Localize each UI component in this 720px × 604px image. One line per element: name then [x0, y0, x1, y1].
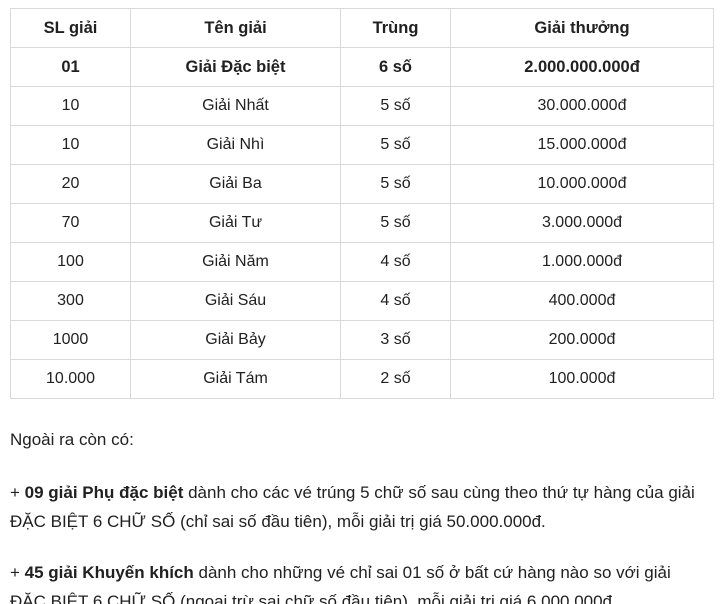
table-cell: 5 số — [340, 125, 451, 165]
table-cell: 3.000.000đ — [450, 203, 714, 243]
table-cell: 100.000đ — [450, 359, 714, 399]
note-prefix: + — [10, 563, 25, 582]
table-cell: 300 — [10, 281, 131, 321]
column-header-match: Trùng — [340, 8, 451, 48]
prize-table: SL giải Tên giải Trùng Giải thưởng 01 Giả… — [10, 8, 714, 399]
table-row: 70 Giải Tư 5 số 3.000.000đ — [10, 203, 714, 243]
notes-section: Ngoài ra còn có: + 09 giải Phụ đặc biệt … — [10, 425, 710, 604]
table-cell: Giải Tám — [130, 359, 341, 399]
table-cell: Giải Nhất — [130, 86, 341, 126]
column-header-prize-value: Giải thưởng — [450, 8, 714, 48]
table-cell: 2.000.000.000đ — [450, 47, 714, 87]
table-cell: 4 số — [340, 242, 451, 282]
table-cell: 01 — [10, 47, 131, 87]
table-cell: 400.000đ — [450, 281, 714, 321]
table-cell: 5 số — [340, 86, 451, 126]
table-cell: 200.000đ — [450, 320, 714, 360]
table-row: 10 Giải Nhì 5 số 15.000.000đ — [10, 125, 714, 165]
prize-table-header: SL giải Tên giải Trùng Giải thưởng — [10, 8, 714, 48]
table-cell: 10 — [10, 125, 131, 165]
table-row: 300 Giải Sáu 4 số 400.000đ — [10, 281, 714, 321]
table-cell: 1000 — [10, 320, 131, 360]
note-prefix: + — [10, 483, 25, 502]
note-text: dành cho các vé trúng 5 chữ số sau cùng … — [10, 483, 695, 531]
table-header-row: SL giải Tên giải Trùng Giải thưởng — [10, 8, 714, 48]
table-cell: 5 số — [340, 164, 451, 204]
table-cell: 10.000 — [10, 359, 131, 399]
table-cell: 20 — [10, 164, 131, 204]
table-cell: 2 số — [340, 359, 451, 399]
table-row: 20 Giải Ba 5 số 10.000.000đ — [10, 164, 714, 204]
table-cell: 3 số — [340, 320, 451, 360]
table-cell: Giải Tư — [130, 203, 341, 243]
table-cell: Giải Bảy — [130, 320, 341, 360]
table-cell: 30.000.000đ — [450, 86, 714, 126]
table-cell: 100 — [10, 242, 131, 282]
table-cell: 4 số — [340, 281, 451, 321]
table-cell: 70 — [10, 203, 131, 243]
table-cell: 5 số — [340, 203, 451, 243]
note-consolation-prize: + 45 giải Khuyến khích dành cho những vé… — [10, 558, 710, 604]
table-cell: 1.000.000đ — [450, 242, 714, 282]
table-cell: Giải Sáu — [130, 281, 341, 321]
notes-intro: Ngoài ra còn có: — [10, 430, 134, 449]
note-bold-label: 09 giải Phụ đặc biệt — [24, 483, 184, 502]
table-cell: 10 — [10, 86, 131, 126]
table-row: 100 Giải Năm 4 số 1.000.000đ — [10, 242, 714, 282]
note-special-sub-prize: + 09 giải Phụ đặc biệt dành cho các vé t… — [10, 478, 710, 536]
prize-table-body: 01 Giải Đặc biệt 6 số 2.000.000.000đ 10 Giải … — [10, 47, 714, 399]
table-cell: Giải Đặc biệt — [130, 47, 341, 87]
table-cell: Giải Nhì — [130, 125, 341, 165]
table-row: 10 Giải Nhất 5 số 30.000.000đ — [10, 86, 714, 126]
table-row: 01 Giải Đặc biệt 6 số 2.000.000.000đ — [10, 47, 714, 87]
note-bold-label: 45 giải Khuyến khích — [24, 563, 194, 582]
table-cell: Giải Ba — [130, 164, 341, 204]
table-cell: 6 số — [340, 47, 451, 87]
table-row: 1000 Giải Bảy 3 số 200.000đ — [10, 320, 714, 360]
table-row: 10.000 Giải Tám 2 số 100.000đ — [10, 359, 714, 399]
column-header-prize-name: Tên giải — [130, 8, 341, 48]
note-text: dành cho những vé chỉ sai 01 số ở bất cứ… — [10, 563, 671, 604]
table-cell: 10.000.000đ — [450, 164, 714, 204]
table-cell: 15.000.000đ — [450, 125, 714, 165]
column-header-quantity: SL giải — [10, 8, 131, 48]
table-cell: Giải Năm — [130, 242, 341, 282]
